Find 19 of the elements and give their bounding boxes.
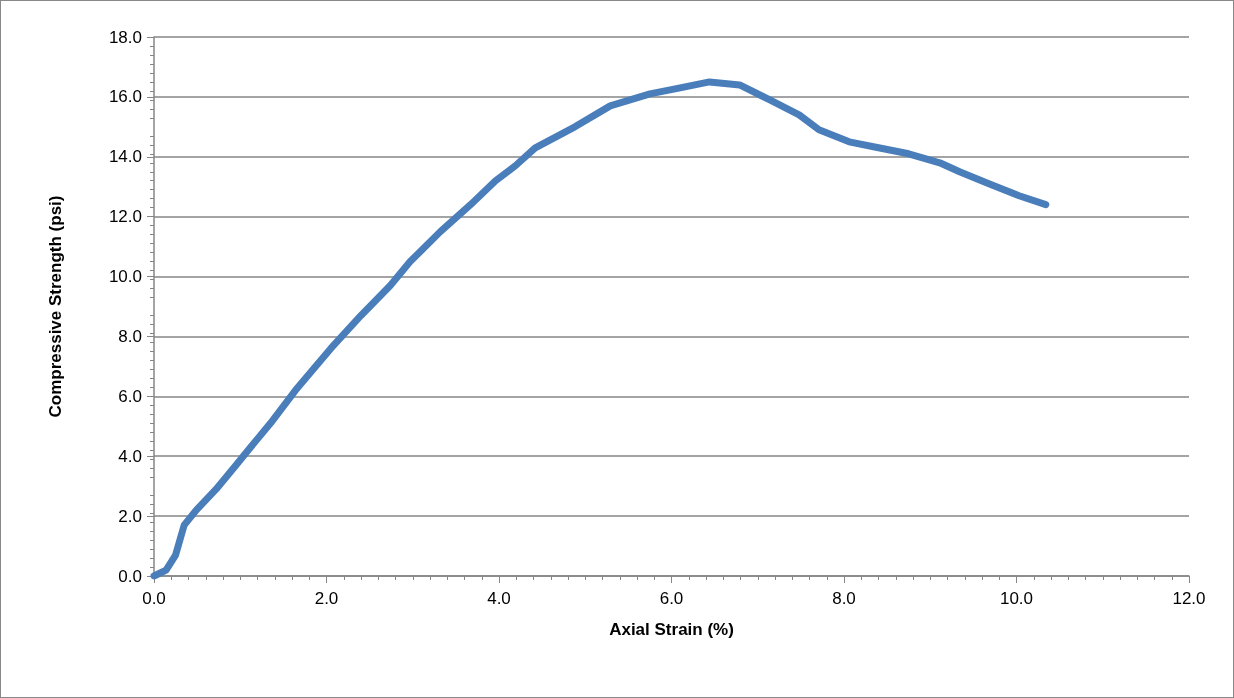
x-tick-label: 6.0 [659,589,684,608]
y-tick-label: 2.0 [118,506,142,526]
x-axis-title: Axial Strain (%) [609,620,734,639]
x-tick-label: 2.0 [314,589,339,608]
y-tick-label: 16.0 [108,87,142,107]
y-tick-label: 6.0 [118,386,142,406]
x-tick-label: 10.0 [999,589,1034,608]
y-axis-title: Compressive Strength (psi) [46,195,65,418]
y-tick-label: 4.0 [118,446,142,466]
y-tick-label: 18.0 [108,27,142,47]
y-tick-label: 14.0 [108,147,142,167]
y-tick-label: 12.0 [108,207,142,227]
x-tick-label: 8.0 [832,589,856,608]
y-tick-label: 8.0 [118,326,142,346]
y-tick-label: 0.0 [118,566,142,586]
x-tick-label: 4.0 [487,589,511,608]
x-tick-label: 0.0 [142,589,166,608]
y-tick-label: 10.0 [108,267,142,287]
x-tick-label: 12.0 [1172,589,1206,608]
